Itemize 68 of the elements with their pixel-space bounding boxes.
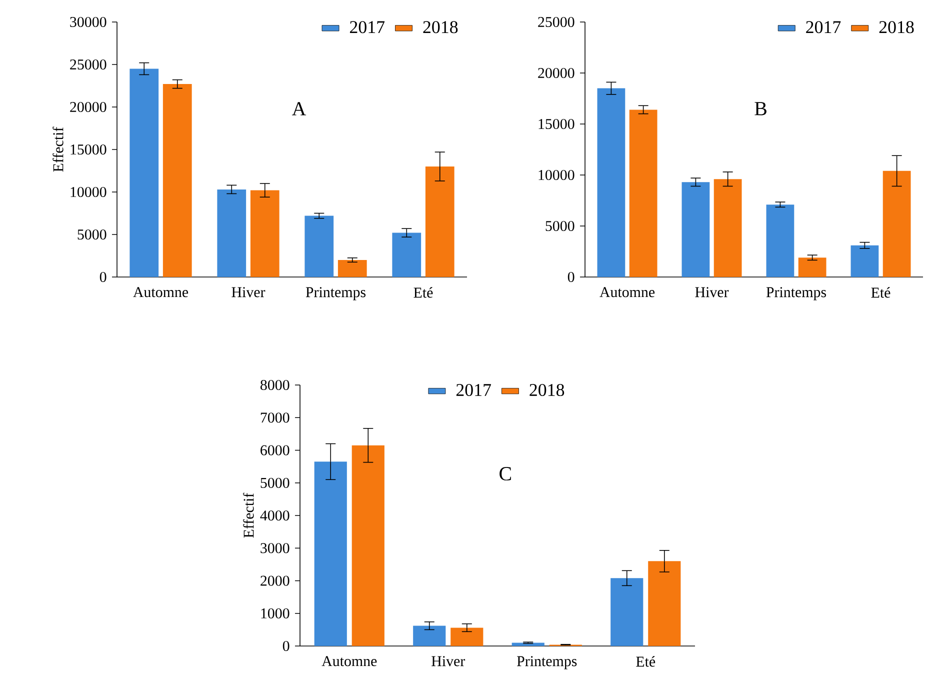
bar <box>250 190 280 277</box>
bar <box>450 628 484 646</box>
bar <box>648 561 681 646</box>
bar <box>314 462 347 646</box>
x-tick-label: Printemps <box>766 287 826 300</box>
annotation: A <box>292 102 306 116</box>
bar <box>610 578 644 646</box>
y-tick-label: 10000 <box>538 170 574 180</box>
y-tick-label: 4000 <box>260 510 290 521</box>
y-tick-label: 30000 <box>70 16 106 28</box>
x-tick-label: Automne <box>322 656 377 666</box>
x-tick-label: Eté <box>414 287 433 298</box>
y-tick-label: 1000 <box>261 608 290 618</box>
legend-label: 2017 <box>456 384 491 396</box>
y-tick-label: 15000 <box>538 118 574 130</box>
y-axis-title: Effectif <box>52 126 64 172</box>
x-tick-label: Hiver <box>695 287 729 298</box>
y-tick-label: 8000 <box>260 380 290 390</box>
y-axis-title: Effectif <box>243 492 254 538</box>
legend-label: 2018 <box>530 384 564 396</box>
y-tick-label: 0 <box>568 272 574 282</box>
annotation: C <box>500 467 511 480</box>
legend-label: 2017 <box>350 21 385 34</box>
y-tick-label: 0 <box>100 272 106 282</box>
y-tick-label: 3000 <box>260 543 290 554</box>
bar <box>850 245 879 277</box>
bar <box>217 189 246 277</box>
bar <box>304 216 334 277</box>
bar <box>882 170 911 277</box>
bar <box>130 68 159 277</box>
bar <box>162 84 192 277</box>
x-tick-label: Eté <box>636 656 656 667</box>
y-tick-label: 7000 <box>260 412 290 423</box>
legend-label: 2018 <box>879 21 914 34</box>
y-tick-label: 2000 <box>260 576 290 586</box>
x-tick-label: Eté <box>871 287 890 298</box>
x-tick-label: Automne <box>600 287 655 298</box>
x-tick-label: Hiver <box>232 287 266 298</box>
bar <box>766 204 794 277</box>
y-tick-label: 15000 <box>70 144 106 155</box>
y-tick-label: 5000 <box>260 478 290 488</box>
bar <box>798 258 826 277</box>
y-tick-label: 25000 <box>70 59 106 70</box>
y-tick-label: 6000 <box>260 445 290 456</box>
bar <box>714 179 742 277</box>
x-tick-label: Hiver <box>432 656 466 666</box>
y-tick-label: 0 <box>282 640 290 652</box>
bar <box>512 642 544 646</box>
bar <box>392 232 422 277</box>
x-tick-label: Printemps <box>517 656 577 670</box>
bar <box>682 182 710 277</box>
bar <box>352 445 384 646</box>
x-tick-label: Automne <box>133 287 188 298</box>
legend-label: 2018 <box>423 21 458 34</box>
legend-label: 2017 <box>806 21 841 34</box>
annotation: B <box>754 102 766 116</box>
y-tick-label: 25000 <box>538 16 574 28</box>
y-tick-label: 5000 <box>78 229 106 240</box>
y-tick-label: 5000 <box>546 220 574 232</box>
bar <box>413 626 446 646</box>
y-tick-label: 10000 <box>70 186 106 198</box>
x-tick-label: Printemps <box>306 287 366 300</box>
y-tick-label: 20000 <box>70 102 106 112</box>
bar <box>425 166 454 277</box>
y-tick-label: 20000 <box>538 68 574 78</box>
bar <box>597 88 626 277</box>
bar <box>338 260 367 277</box>
bar <box>629 110 658 277</box>
